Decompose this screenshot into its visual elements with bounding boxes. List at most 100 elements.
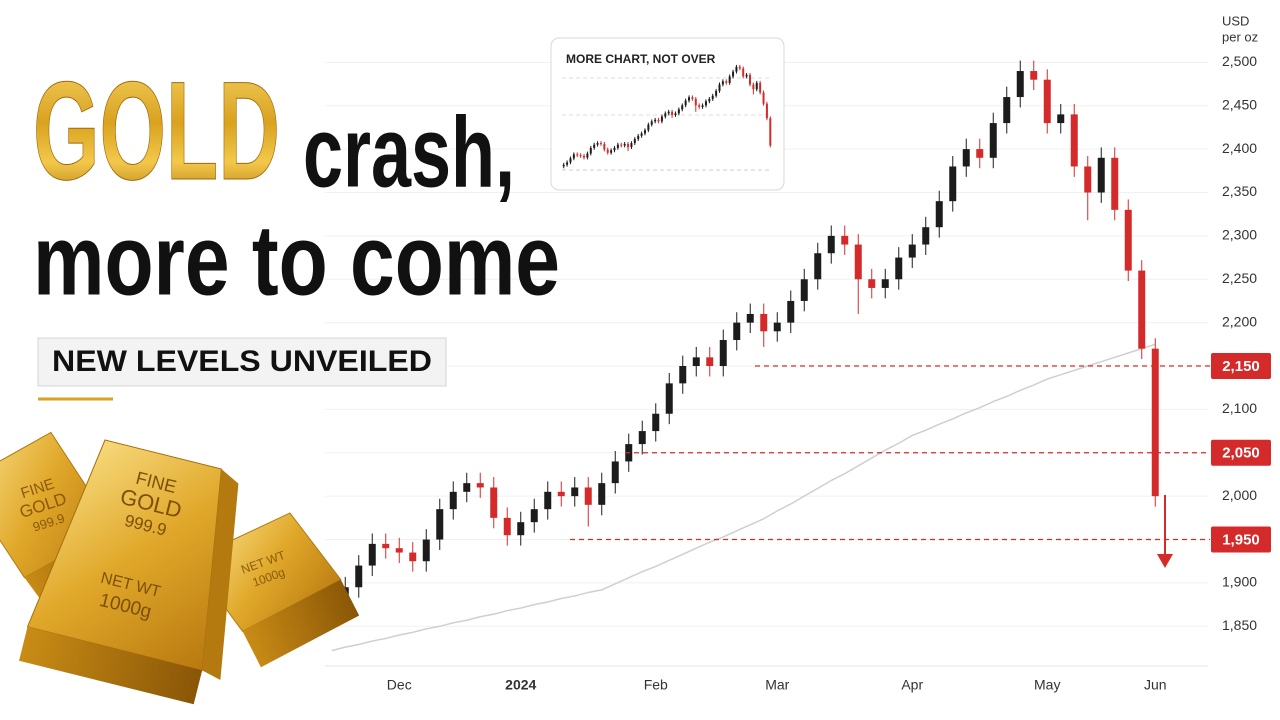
y-tick-label: 2,250 bbox=[1222, 270, 1257, 286]
headline-line2: more to come bbox=[33, 204, 560, 316]
candle-body bbox=[584, 487, 592, 505]
gold-bars: FINE GOLD 999.9 NET WT 1000g FINE GOLD 9… bbox=[0, 431, 360, 705]
candle-body-mini bbox=[708, 98, 711, 102]
candle-body-mini bbox=[671, 111, 674, 115]
candle-body bbox=[395, 548, 403, 553]
candle-body bbox=[1070, 114, 1078, 167]
price-chart bbox=[325, 60, 1210, 667]
y-tick-label: 2,350 bbox=[1222, 183, 1257, 199]
moving-average bbox=[331, 343, 1156, 652]
candle-body bbox=[436, 509, 444, 540]
x-tick-label: May bbox=[1034, 677, 1060, 693]
candle-body bbox=[476, 483, 484, 488]
candle-body bbox=[598, 483, 606, 505]
candle-body bbox=[611, 461, 619, 484]
candle-body-mini bbox=[732, 71, 735, 77]
candle-body-mini bbox=[576, 154, 579, 156]
candle-body bbox=[409, 552, 417, 562]
candle-body-mini bbox=[711, 95, 714, 99]
candle-body bbox=[1084, 166, 1092, 193]
candle-body-mini bbox=[586, 153, 589, 158]
candle-body-mini bbox=[569, 158, 572, 163]
candle-body-mini bbox=[721, 81, 724, 85]
candle-body bbox=[490, 487, 498, 518]
candle-body-mini bbox=[738, 66, 741, 69]
candle-body-mini bbox=[627, 143, 630, 148]
candle-body bbox=[922, 227, 930, 245]
candle-body bbox=[382, 543, 390, 549]
candle-body-mini bbox=[674, 113, 677, 115]
candle-body bbox=[760, 313, 768, 332]
candle-body-mini bbox=[769, 118, 772, 146]
inset-chart bbox=[562, 64, 772, 169]
candle-body bbox=[719, 339, 727, 367]
candle-body-mini bbox=[725, 81, 728, 83]
candle-body-mini bbox=[610, 150, 613, 153]
candle-body-mini bbox=[715, 90, 718, 96]
candle-body bbox=[665, 383, 673, 414]
candle-body bbox=[557, 491, 565, 497]
candle-body bbox=[976, 149, 984, 158]
candle-body bbox=[773, 322, 781, 332]
candle-body bbox=[571, 487, 579, 497]
candle-body-mini bbox=[599, 143, 602, 145]
candle-body-mini bbox=[745, 74, 748, 77]
candle-body bbox=[908, 244, 916, 258]
y-tick-label: 1,900 bbox=[1222, 574, 1257, 590]
candle-body bbox=[706, 357, 714, 367]
candle-body bbox=[368, 543, 376, 566]
candle-body bbox=[1043, 79, 1051, 124]
candle-body-mini bbox=[572, 154, 575, 159]
candle-body-mini bbox=[640, 133, 643, 136]
candle-body-mini bbox=[728, 76, 731, 83]
candle-body-mini bbox=[647, 124, 650, 131]
candle-body bbox=[814, 253, 822, 280]
candle-body-mini bbox=[735, 66, 738, 72]
candle-body-mini bbox=[596, 143, 599, 145]
candle-body bbox=[949, 166, 957, 202]
y-tick-label: 2,500 bbox=[1222, 53, 1257, 69]
candle-body-mini bbox=[677, 109, 680, 114]
candle-body-mini bbox=[755, 82, 758, 90]
candle-body bbox=[679, 366, 687, 384]
candle-body bbox=[881, 279, 889, 288]
candle-body-mini bbox=[694, 98, 697, 106]
headline-gold: GOLD bbox=[33, 52, 280, 209]
candle-body-mini bbox=[650, 121, 653, 125]
candle-body-mini bbox=[691, 97, 694, 99]
level-tag bbox=[1211, 526, 1271, 553]
candle-body-mini bbox=[664, 113, 667, 117]
y-axis-unit: USD bbox=[1222, 13, 1249, 28]
candle-body bbox=[746, 313, 754, 323]
inset-title: MORE CHART, NOT OVER bbox=[566, 52, 716, 66]
candle-body-mini bbox=[654, 119, 657, 122]
candle-body-mini bbox=[759, 82, 762, 93]
candle-body-mini bbox=[583, 155, 586, 158]
candle-body-mini bbox=[562, 164, 565, 167]
candle-body-mini bbox=[688, 97, 691, 101]
level-label: 1,950 bbox=[1222, 532, 1260, 549]
candle-body bbox=[544, 491, 552, 510]
candle-body bbox=[1030, 71, 1038, 80]
candle-body bbox=[449, 491, 457, 510]
candle-body-mini bbox=[667, 111, 670, 114]
level-label: 2,050 bbox=[1222, 445, 1260, 462]
headline-word: crash, bbox=[303, 96, 515, 208]
level-tag bbox=[1211, 439, 1271, 466]
candle-body-mini bbox=[765, 103, 768, 119]
level-tag bbox=[1211, 353, 1271, 380]
y-tick-label: 2,450 bbox=[1222, 96, 1257, 112]
candle-body-mini bbox=[593, 144, 596, 148]
candle-body bbox=[854, 244, 862, 280]
candle-body bbox=[355, 565, 363, 588]
y-axis-unit: per oz bbox=[1222, 29, 1258, 44]
candle-body-mini bbox=[606, 149, 609, 153]
level-label: 2,150 bbox=[1222, 358, 1260, 375]
y-tick-label: 2,100 bbox=[1222, 400, 1257, 416]
candle-body-mini bbox=[660, 116, 663, 122]
candle-body-mini bbox=[657, 119, 660, 122]
candle-body-mini bbox=[701, 105, 704, 107]
candle-body-mini bbox=[762, 92, 765, 104]
candle-body-mini bbox=[623, 143, 626, 146]
